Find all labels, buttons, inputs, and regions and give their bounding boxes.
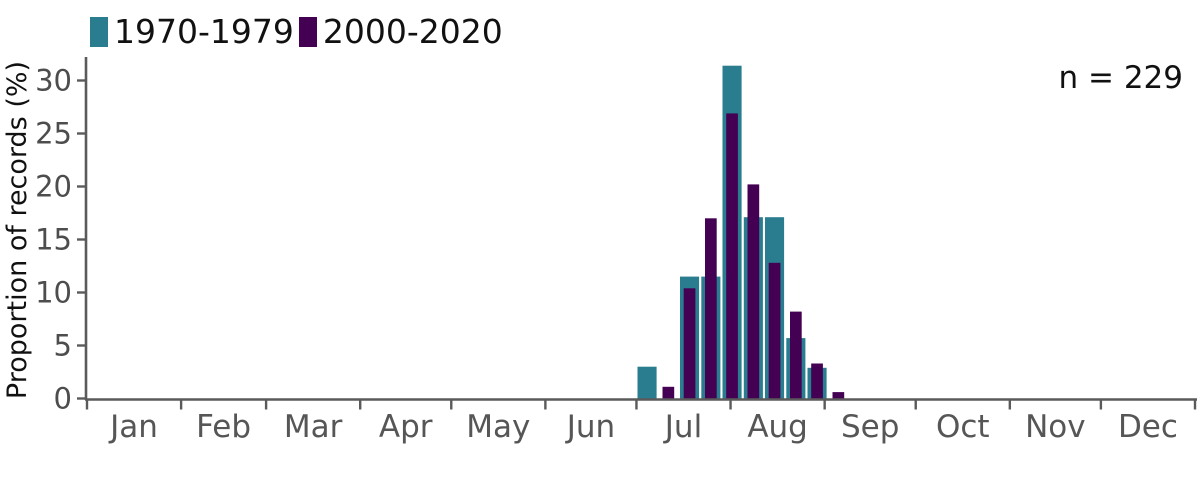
legend: 1970-1979 2000-2020	[90, 15, 508, 49]
x-tick-label-apr: Apr	[379, 409, 433, 445]
x-tick-label-jul: Jul	[663, 409, 702, 445]
bar-2000-2020-Jul 29-Aug 4	[726, 113, 738, 399]
x-tick-label-feb: Feb	[196, 409, 251, 445]
x-tick-label-nov: Nov	[1025, 409, 1086, 445]
x-tick-label-may: May	[466, 409, 530, 445]
bar-2000-2020-Sep 2-8	[832, 392, 845, 399]
bar-2000-2020-Jul 15-21	[683, 288, 696, 399]
legend-label-1970-1979: 1970-1979	[114, 12, 294, 51]
x-tick-label-sep: Sep	[841, 409, 899, 445]
bar-2000-2020-Aug 26-Sep 1	[811, 363, 823, 399]
x-tick-label-aug: Aug	[747, 409, 808, 445]
y-tick-label-30: 30	[35, 64, 72, 98]
x-tick-label-oct: Oct	[936, 409, 990, 445]
sample-size-annotation: n = 229	[1058, 60, 1184, 96]
legend-swatch-1970-1979	[90, 17, 108, 47]
legend-label-2000-2020: 2000-2020	[322, 12, 503, 51]
y-tick-label-25: 25	[35, 117, 72, 151]
bar-2000-2020-Aug 12-18	[768, 262, 781, 399]
y-tick-label-0: 0	[54, 382, 72, 416]
y-tick-label-20: 20	[35, 170, 72, 204]
bar-2000-2020-Jul 22-28	[705, 218, 717, 399]
bar-2000-2020-Aug 19-25	[790, 311, 802, 399]
x-tick-label-dec: Dec	[1118, 409, 1178, 445]
x-tick-label-jun: Jun	[565, 409, 615, 445]
y-tick-label-5: 5	[54, 329, 72, 363]
legend-swatch-2000-2020	[298, 17, 317, 47]
x-tick-label-mar: Mar	[284, 409, 343, 445]
x-tick-label-jan: Jan	[108, 409, 158, 445]
bar-2000-2020-Jul 8-14	[662, 386, 675, 399]
bar-1970-1979-Jul 1-7	[637, 366, 657, 399]
y-tick-label-15: 15	[35, 223, 72, 257]
y-tick-label-10: 10	[35, 276, 72, 310]
bar-2000-2020-Aug 5-11	[747, 184, 760, 399]
